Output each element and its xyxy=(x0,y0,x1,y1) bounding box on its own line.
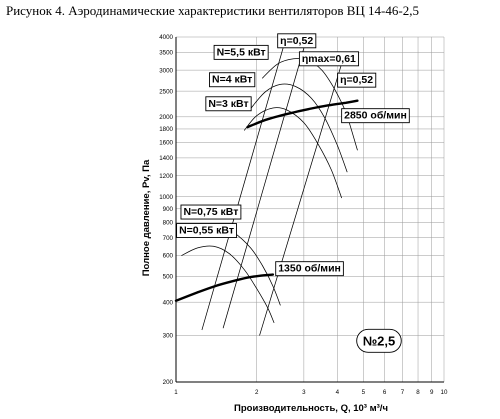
annotation-label: ηmax=0,61 xyxy=(298,51,360,67)
annotation-box xyxy=(337,72,377,88)
annotation-box xyxy=(209,72,256,88)
x-tick-label: 2 xyxy=(255,389,259,396)
x-tick-label: 10 xyxy=(441,389,448,396)
annotation-box xyxy=(180,204,242,220)
y-tick-label: 1600 xyxy=(159,140,173,147)
y-tick-label: 3500 xyxy=(159,50,173,57)
x-tick-label: 7 xyxy=(401,389,405,396)
annotation-text: ηmax=0,61 xyxy=(302,53,356,65)
y-tick-label: 2500 xyxy=(159,88,173,95)
annotation-box xyxy=(277,33,317,49)
annotation-box xyxy=(205,96,252,112)
annotation-label: η=0,52 xyxy=(277,33,317,49)
annotations: η=0,52 N=5,5 кВт ηmax=0,61 N=4 кВт η=0,52 N=3… xyxy=(176,33,410,353)
annotation-box xyxy=(275,261,344,277)
annotation-text: η=0,52 xyxy=(340,74,373,86)
series-line-8 xyxy=(222,41,307,329)
series-line-4 xyxy=(244,107,342,199)
series-line-3 xyxy=(250,83,348,173)
axes: 1 2 3 4 5 6 7 8 9 10 200 300 400 500 600 700 800 900 1000 1… xyxy=(159,34,448,396)
annotation-text: №2,5 xyxy=(363,333,396,348)
y-tick-label: 1000 xyxy=(159,194,173,201)
x-tick-label: 5 xyxy=(362,389,366,396)
series-line-9 xyxy=(259,58,344,336)
series-line-1 xyxy=(174,273,275,302)
annotation-label: N=0,55 кВт xyxy=(176,223,237,239)
series-line-7 xyxy=(201,41,286,331)
y-tick-label: 500 xyxy=(163,274,174,281)
annotation-label: N=4 кВт xyxy=(209,72,256,88)
y-tick-label: 600 xyxy=(163,253,174,260)
y-tick-label: 1400 xyxy=(159,155,173,162)
annotation-text: N=3 кВт xyxy=(208,98,248,110)
annotation-text: N=4 кВт xyxy=(212,74,252,86)
annotation-text: N=0,75 кВт xyxy=(183,206,238,218)
y-tick-label: 900 xyxy=(163,206,174,213)
annotation-text: 2850 об/мин xyxy=(344,110,407,122)
y-tick-label: 4000 xyxy=(159,34,173,41)
annotation-text: 1350 об/мин xyxy=(278,263,341,275)
y-tick-label: 700 xyxy=(163,235,174,242)
series-line-0 xyxy=(246,99,359,129)
annotation-label: N=5,5 кВт xyxy=(213,44,269,60)
annotation-box xyxy=(298,51,360,67)
annotation-label: η=0,52 xyxy=(337,72,377,88)
annotation-text: N=0,55 кВт xyxy=(179,225,234,237)
y-tick-label: 3000 xyxy=(159,67,173,74)
y-tick-label: 800 xyxy=(163,220,174,227)
annotation-label: N=3 кВт xyxy=(205,96,252,112)
y-tick-label: 2000 xyxy=(159,114,173,121)
y-tick-label: 1800 xyxy=(159,126,173,133)
x-axis-title: Производительность, Q, 10³ м³/ч xyxy=(234,403,388,414)
y-axis-title: Полное давление, Pv, Па xyxy=(141,159,152,276)
x-tick-label: 9 xyxy=(430,389,434,396)
series-line-5 xyxy=(186,226,281,306)
x-tick-label: 8 xyxy=(416,389,420,396)
x-tick-label: 1 xyxy=(174,389,178,396)
annotation-text: N=5,5 кВт xyxy=(217,46,266,58)
annotation-box xyxy=(176,223,237,239)
annotation-box xyxy=(213,44,269,60)
series-line-6 xyxy=(181,245,275,323)
annotation-text: η=0,52 xyxy=(280,35,313,47)
curves xyxy=(174,41,359,336)
x-tick-label: 4 xyxy=(336,389,340,396)
annotation-box xyxy=(341,108,410,124)
y-tick-label: 200 xyxy=(163,379,174,386)
y-tick-label: 300 xyxy=(163,333,174,340)
y-tick-label: 400 xyxy=(163,299,174,306)
x-tick-label: 6 xyxy=(383,389,387,396)
annotation-label: №2,5 xyxy=(356,328,402,353)
figure-title: Рисунок 4. Аэродинамические характеристи… xyxy=(6,3,419,18)
annotation-label: N=0,75 кВт xyxy=(180,204,242,220)
y-tick-label: 1200 xyxy=(159,173,173,180)
x-tick-label: 3 xyxy=(302,389,306,396)
annotation-box xyxy=(356,328,402,353)
annotation-label: 2850 об/мин xyxy=(341,108,410,124)
annotation-label: 1350 об/мин xyxy=(275,261,344,277)
